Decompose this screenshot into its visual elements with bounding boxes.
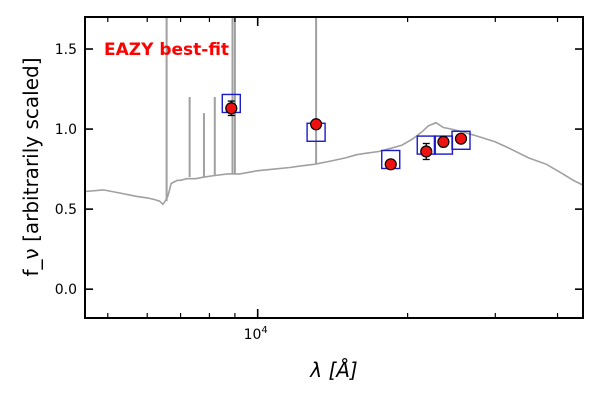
y-tick-label: 1.5 bbox=[55, 42, 77, 58]
photometry-point bbox=[225, 102, 238, 115]
y-tick-label: 0.0 bbox=[55, 282, 77, 298]
synthetic-flux-square bbox=[451, 130, 471, 150]
photometry-point bbox=[420, 145, 433, 158]
model-spectrum-line bbox=[84, 121, 584, 206]
y-tick-label: 0.5 bbox=[55, 202, 77, 218]
photometry-point bbox=[437, 135, 450, 148]
y-tick-label: 1.0 bbox=[55, 122, 77, 138]
photometry-point bbox=[384, 158, 397, 171]
chart-annotation: EAZY best-fit bbox=[104, 40, 229, 60]
y-axis-label: f_ν [arbitrarily scaled] bbox=[19, 58, 43, 277]
x-tick-label: 104 bbox=[244, 325, 268, 343]
photometry-point bbox=[310, 118, 323, 131]
plot-frame bbox=[84, 16, 584, 319]
x-axis-label: λ [Å] bbox=[309, 358, 357, 382]
photometry-point bbox=[454, 132, 468, 145]
